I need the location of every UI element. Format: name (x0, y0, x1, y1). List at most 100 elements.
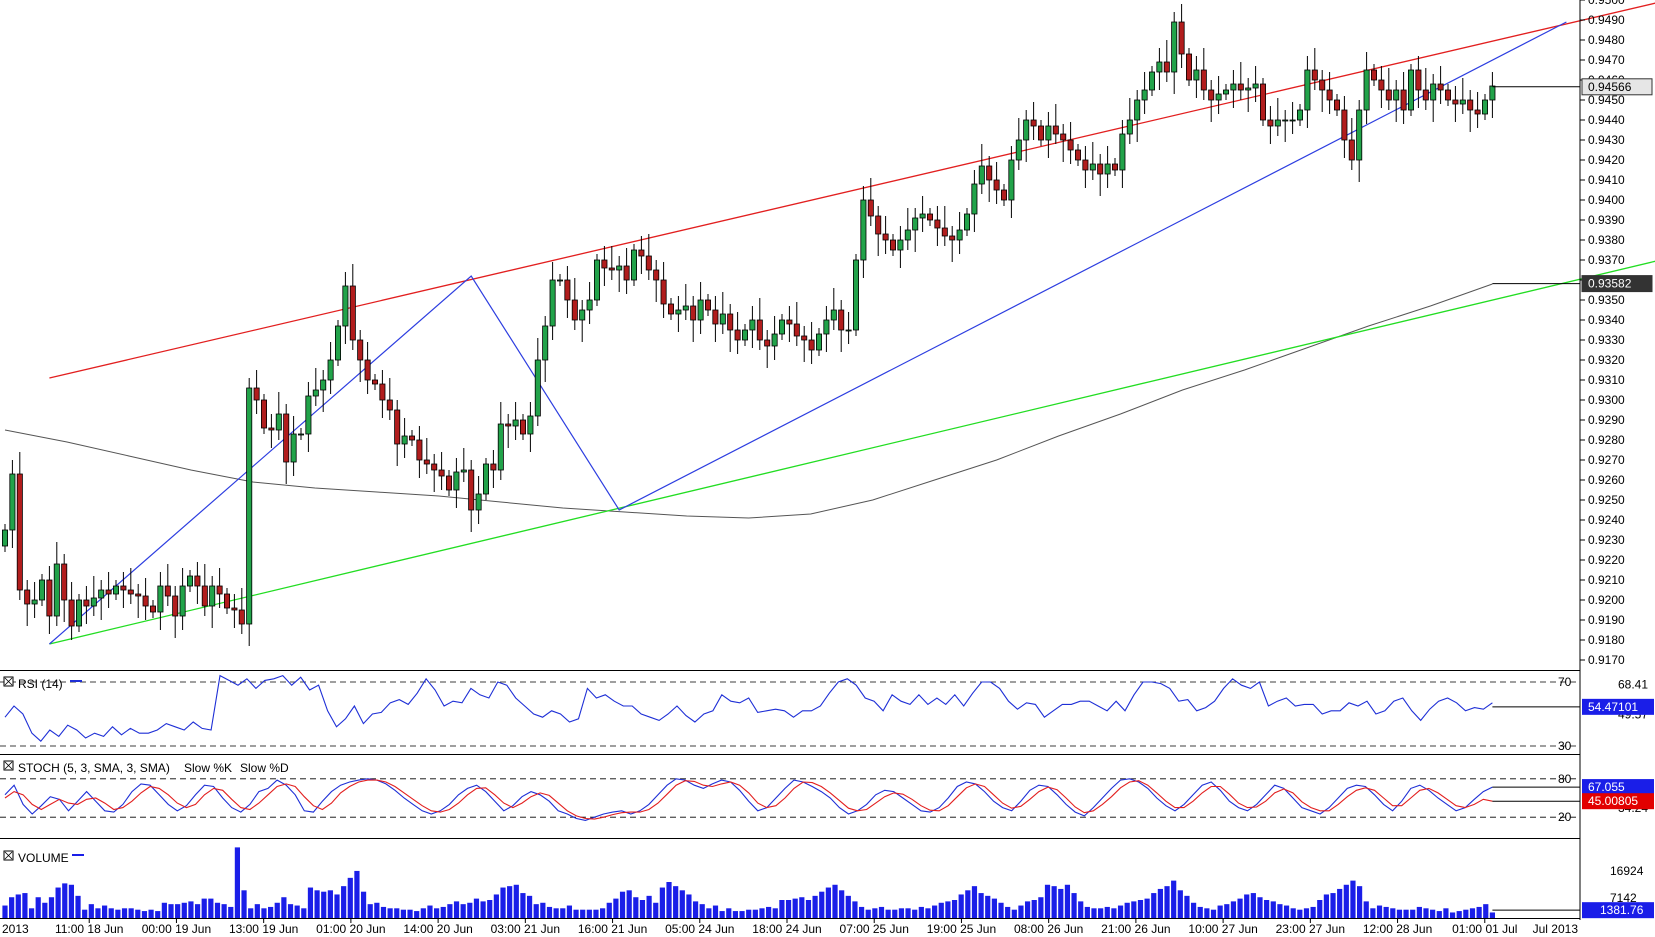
candle-body (209, 585, 216, 607)
candle-body (1193, 69, 1200, 81)
stoch-panel: STOCH (5, 3, SMA, 3, SMA) Slow %K Slow %… (0, 761, 1654, 824)
volume-bar (885, 909, 891, 918)
volume-axis-label: 16924 (1610, 864, 1644, 878)
volume-bar (1098, 908, 1104, 918)
candle-body (941, 227, 948, 237)
candle-body (1319, 79, 1326, 91)
price-tick-label: 0.9480 (1588, 33, 1625, 47)
volume-bar (1157, 888, 1163, 918)
support-line (49, 260, 1655, 645)
volume-bar (68, 884, 75, 918)
time-tick-label: 23:00 27 Jun (1276, 922, 1345, 936)
candle-body (1474, 109, 1481, 115)
time-tick-label: 19:00 25 Jun (927, 922, 996, 936)
volume-bar (593, 909, 599, 918)
volume-bar (367, 904, 373, 918)
rsi-title: RSI (14) (18, 677, 63, 691)
candle-body (431, 463, 438, 471)
price-badge-label: 0.94566 (1588, 80, 1632, 94)
candle-body (1282, 119, 1289, 122)
volume-bar (586, 909, 592, 918)
volume-bar (1330, 893, 1336, 918)
volume-bar (155, 911, 161, 918)
candle-body (727, 313, 734, 331)
candle-body (1459, 99, 1466, 105)
time-axis: 2013 11:00 18 Jun 00:00 19 Jun 13:00 19 Jun… (2, 918, 1578, 936)
volume-bar (480, 901, 486, 918)
volume-bar (248, 908, 254, 918)
volume-bar (314, 890, 320, 918)
candle-body (1208, 89, 1215, 101)
volume-bar (115, 909, 121, 918)
candle-body (971, 183, 978, 215)
candle-body (1260, 83, 1267, 121)
volume-bar (1230, 901, 1237, 918)
candle-body (1445, 89, 1452, 101)
volume-bar (1018, 905, 1024, 918)
volume-bar (1270, 901, 1276, 918)
moving-average-line (4, 283, 1493, 519)
volume-title: VOLUME (18, 851, 69, 865)
stoch-value-label-d: 45.00805 (1588, 794, 1638, 808)
volume-bar (560, 908, 566, 918)
volume-bar (48, 897, 55, 918)
candle-body (608, 267, 615, 271)
candle-body (882, 233, 889, 241)
candle-body (46, 579, 53, 617)
candle-body (1141, 89, 1148, 101)
volume-bar (719, 911, 725, 918)
candle-body (394, 409, 401, 445)
price-tick-label: 0.9220 (1588, 553, 1625, 567)
panel-toggle-cross (4, 677, 13, 686)
candle-body (364, 359, 371, 381)
candle-body (1067, 139, 1074, 151)
stoch-value-badge-d (1582, 793, 1654, 810)
volume-bar (108, 908, 114, 918)
price-axis: 0.95000.94900.94800.94700.94600.94500.94… (1580, 0, 1625, 667)
candle-body (705, 299, 712, 311)
candle-body (9, 473, 16, 531)
volume-bar (746, 909, 752, 918)
candle-body (445, 475, 452, 491)
volume-bar (500, 887, 506, 918)
candle-body (172, 595, 179, 617)
candle-body (194, 575, 201, 587)
price-tick-label: 0.9380 (1588, 233, 1625, 247)
candle-body (53, 563, 60, 617)
volume-bar (354, 870, 360, 918)
candle-body (1104, 163, 1111, 175)
candle-body (297, 433, 304, 436)
candle-body (231, 607, 238, 611)
volume-bar (434, 908, 440, 918)
candle-body (416, 439, 423, 461)
price-tick-label: 0.9370 (1588, 253, 1625, 267)
candles-layer (2, 4, 1496, 646)
candle-body (1245, 87, 1252, 91)
price-tick-label: 0.9410 (1588, 173, 1625, 187)
candle-body (534, 359, 541, 417)
volume-bar (692, 901, 699, 918)
volume-bar (141, 911, 148, 918)
candle-body (1171, 21, 1178, 73)
time-tick-label: 07:00 25 Jun (840, 922, 909, 936)
candle-body (305, 395, 312, 435)
candle-body (1289, 119, 1296, 122)
price-tick-label: 0.9250 (1588, 493, 1625, 507)
candle-body (616, 265, 623, 271)
volume-bar (9, 897, 15, 918)
volume-bar (792, 898, 798, 918)
volume-bar (991, 898, 997, 918)
price-tick-label: 0.9200 (1588, 593, 1625, 607)
volume-bar (35, 897, 41, 918)
candle-body (1408, 69, 1415, 111)
time-tick-label: 14:00 20 Jun (403, 922, 472, 936)
candle-body (682, 305, 689, 311)
price-tick-label: 0.9190 (1588, 613, 1625, 627)
volume-bar (1104, 906, 1110, 918)
volume-bar (832, 884, 838, 918)
candle-body (1356, 109, 1363, 161)
price-tick-label: 0.9490 (1588, 13, 1625, 27)
volume-bar (872, 908, 878, 918)
candle-body (179, 585, 186, 617)
candle-body (482, 463, 489, 495)
